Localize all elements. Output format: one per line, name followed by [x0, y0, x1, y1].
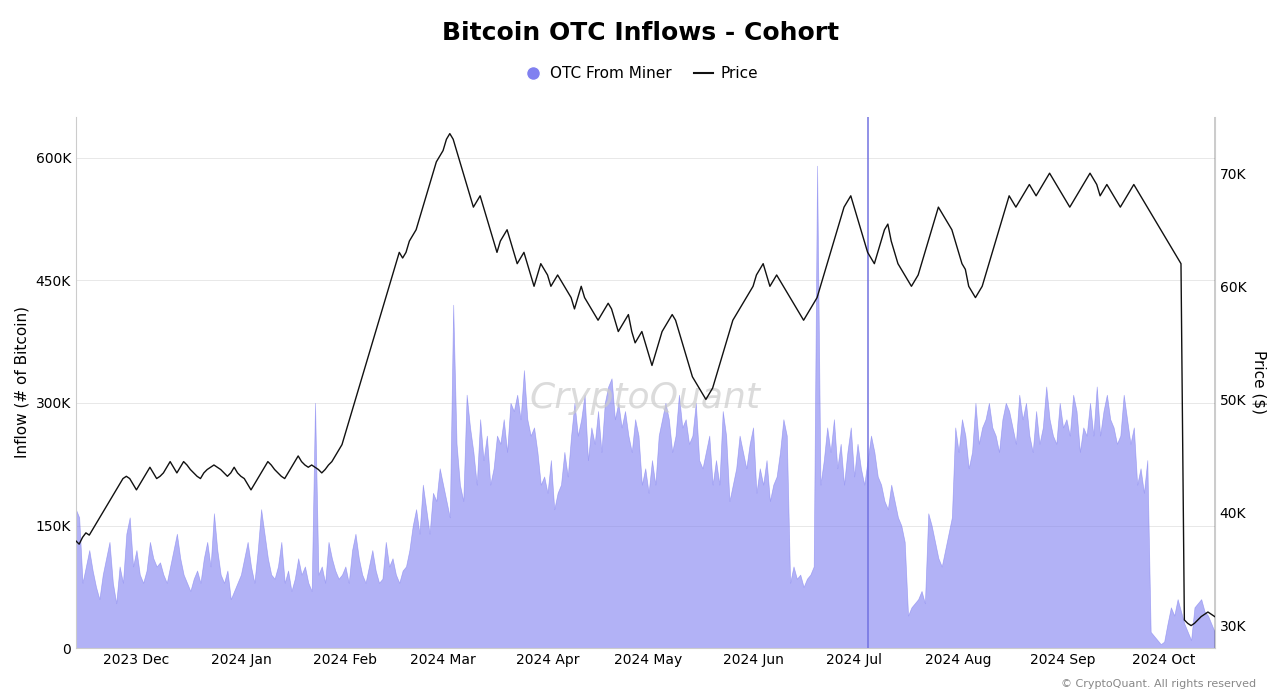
Y-axis label: Price ($): Price ($) — [1253, 350, 1267, 414]
Y-axis label: Inflow (# of Bitcoin): Inflow (# of Bitcoin) — [15, 306, 29, 459]
Text: CryptoQuant: CryptoQuant — [529, 381, 760, 416]
Legend: OTC From Miner, Price: OTC From Miner, Price — [518, 60, 764, 87]
Text: © CryptoQuant. All rights reserved: © CryptoQuant. All rights reserved — [1061, 679, 1256, 689]
Text: Bitcoin OTC Inflows - Cohort: Bitcoin OTC Inflows - Cohort — [442, 21, 840, 45]
